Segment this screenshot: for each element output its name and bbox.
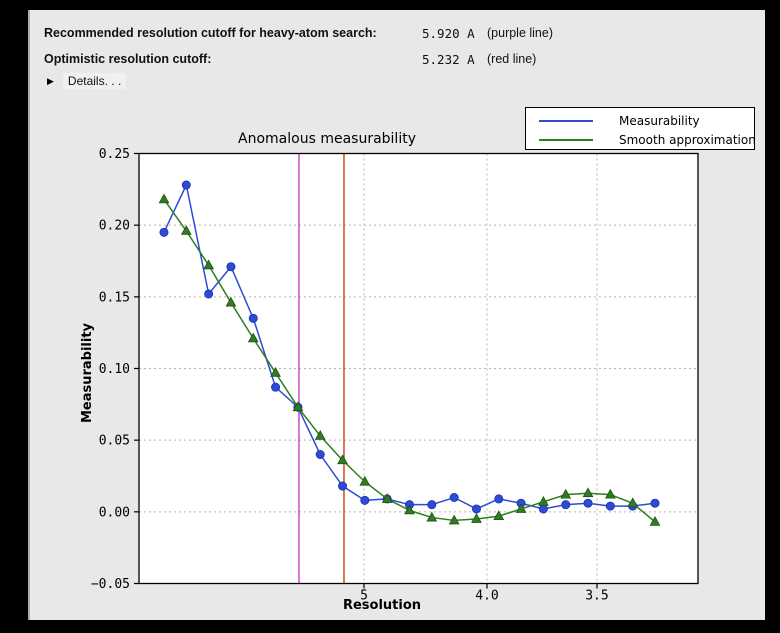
- measurability-point: [650, 498, 660, 508]
- measurability-point: [338, 481, 348, 491]
- measurability-point: [271, 382, 281, 392]
- smooth-approximation-point: [627, 497, 639, 508]
- details-label: Details. . .: [62, 73, 127, 89]
- results-panel: Recommended resolution cutoff for heavy-…: [28, 10, 765, 620]
- y-tick-label: 0.20: [99, 219, 130, 234]
- y-tick-label: 0.10: [99, 362, 130, 377]
- smooth-approximation-point: [359, 475, 371, 486]
- smooth-approximation-point: [158, 193, 170, 204]
- smooth-approximation-point: [515, 503, 527, 513]
- measurability-point: [605, 501, 615, 511]
- measurability-point: [204, 289, 214, 299]
- smooth-approximation-point: [560, 488, 572, 499]
- measurability-point: [248, 313, 258, 323]
- measurability-point: [449, 492, 459, 502]
- smooth-approximation-point: [404, 504, 415, 515]
- measurability-point: [471, 504, 481, 514]
- legend-label-measurability: Measurability: [619, 113, 700, 128]
- measurability-point: [583, 498, 593, 508]
- measurability-line-sample: [539, 119, 593, 122]
- legend-label-smooth: Smooth approximation: [619, 132, 756, 147]
- recommended-cutoff-value: 5.920 A: [422, 26, 475, 41]
- measurability-point: [226, 262, 236, 272]
- measurability-point: [427, 500, 437, 510]
- recommended-cutoff-note: (purple line): [487, 26, 554, 40]
- recommended-cutoff-label: Recommended resolution cutoff for heavy-…: [44, 26, 377, 40]
- optimistic-cutoff-row: Optimistic resolution cutoff: 5.232 A (r…: [30, 52, 765, 70]
- smooth-approximation-point: [471, 513, 482, 523]
- smooth-approximation-point: [247, 332, 259, 343]
- measurability-point: [181, 180, 191, 190]
- optimistic-cutoff-note: (red line): [487, 52, 537, 66]
- optimistic-cutoff-value: 5.232 A: [422, 52, 475, 67]
- smooth-approximation-point: [381, 493, 393, 503]
- recommended-cutoff-row: Recommended resolution cutoff for heavy-…: [30, 26, 765, 44]
- chart-title: Anomalous measurability: [238, 131, 416, 147]
- measurability-point: [315, 449, 325, 459]
- smooth-line-sample: [539, 138, 593, 141]
- anomalous-measurability-chart: 0.25 0.20 0.15 0.10 0.05 0.00 −0.05 5 4.0 3.5: [91, 147, 699, 604]
- optimistic-cutoff-label: Optimistic resolution cutoff:: [44, 52, 212, 66]
- x-tick-label: 4.0: [475, 589, 498, 604]
- y-axis-label: Measurability: [80, 322, 95, 424]
- smooth-approximation-point: [292, 401, 304, 412]
- y-tick-label: −0.05: [91, 577, 130, 592]
- legend-entry-smooth: Smooth approximation: [526, 130, 756, 149]
- measurability-point: [561, 500, 571, 510]
- measurability-point: [494, 494, 504, 504]
- smooth-approximation-point: [538, 495, 549, 506]
- smooth-approximation-point: [426, 511, 438, 522]
- smooth-approximation-point: [180, 225, 192, 235]
- smooth-approximation-point: [448, 514, 460, 525]
- y-tick-label: 0.05: [99, 434, 130, 449]
- smooth-approximation-point: [604, 488, 616, 499]
- smooth-approximation-point: [493, 510, 505, 521]
- measurability-point: [159, 227, 169, 237]
- details-disclosure[interactable]: ▶ Details. . .: [47, 72, 127, 90]
- y-tick-label: 0.25: [99, 147, 130, 162]
- measurability-point: [360, 495, 370, 505]
- disclosure-triangle-icon: ▶: [47, 75, 54, 86]
- y-tick-label: 0.15: [99, 290, 130, 305]
- legend-entry-measurability: Measurability: [526, 108, 754, 130]
- smooth-approximation-point: [225, 296, 237, 307]
- smooth-approximation-point: [314, 430, 326, 440]
- x-tick-label: 3.5: [585, 589, 608, 604]
- x-tick-label: 5: [360, 589, 368, 604]
- chart-legend: Measurability Smooth approximation: [525, 107, 756, 150]
- measurability-point: [538, 504, 548, 514]
- x-axis-label: Resolution: [342, 598, 422, 613]
- smooth-approximation-point: [582, 487, 594, 498]
- smooth-approximation-point: [203, 259, 215, 270]
- smooth-approximation-point: [649, 516, 661, 526]
- y-tick-label: 0.00: [99, 505, 130, 520]
- smooth-approximation-point: [270, 366, 281, 377]
- smooth-approximation-point: [337, 454, 348, 465]
